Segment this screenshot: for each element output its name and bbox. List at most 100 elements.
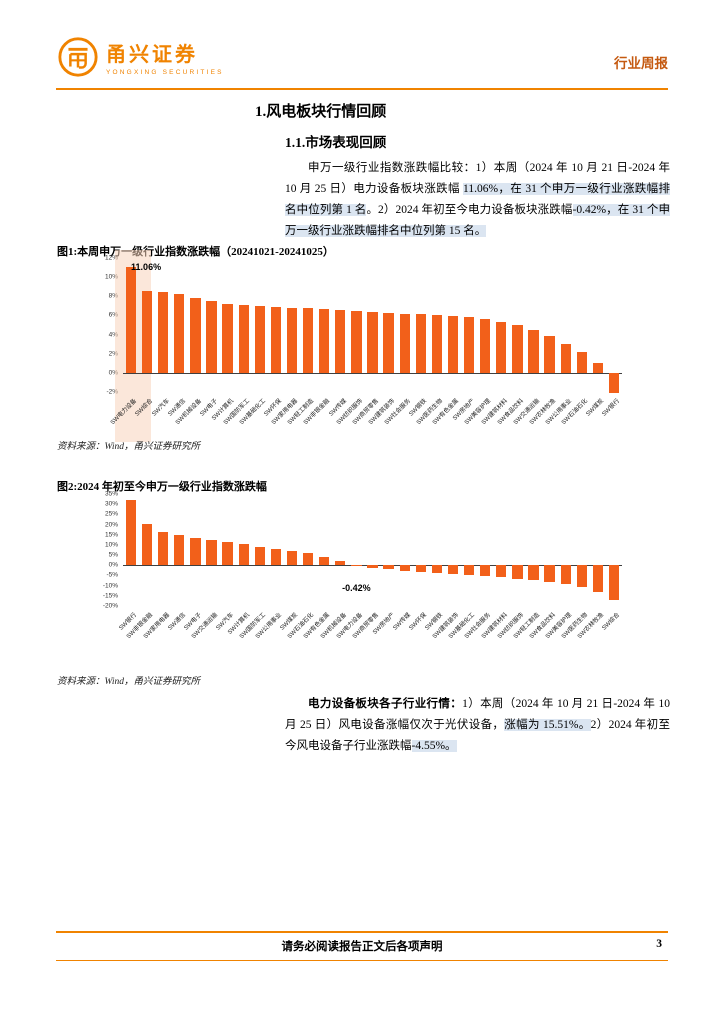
bar xyxy=(383,312,394,373)
bar xyxy=(496,322,507,373)
bar xyxy=(222,541,233,566)
bar xyxy=(528,565,539,580)
bar xyxy=(190,298,201,373)
bar xyxy=(480,565,491,577)
page-header: 甬兴证券 YONGXING SECURITIES 行业周报 xyxy=(57,36,668,84)
bar xyxy=(576,351,587,373)
bar xyxy=(351,310,362,373)
y-tick-label: 4% xyxy=(108,331,118,339)
bar xyxy=(431,315,443,373)
chart-y-axis: 12% 10% 8% 6% 4% 2% 0% -2% xyxy=(57,254,121,396)
bar xyxy=(351,565,362,567)
y-tick-label: 0% xyxy=(108,561,118,569)
chart-plot-area: SW电力设备 SW综合 SW汽车 SW通信 SW机械设备 SW电子 SW计算机 SW国防军工 S… xyxy=(110,250,622,442)
company-logo: 甬兴证券 YONGXING SECURITIES xyxy=(57,36,668,78)
y-tick-label: 10% xyxy=(104,541,118,549)
y-tick-label: 5% xyxy=(108,551,118,559)
y-tick-label: -10% xyxy=(102,582,118,590)
bar xyxy=(528,329,539,373)
bar xyxy=(335,561,346,566)
bar xyxy=(190,537,201,566)
bar xyxy=(125,500,137,566)
bar xyxy=(415,314,426,373)
y-tick-label: 15% xyxy=(104,531,118,539)
bar xyxy=(415,565,426,572)
y-tick-label: 30% xyxy=(104,500,118,508)
text-segment: 1）本周（2024 年 10 月 21 日-2024 年 10 月 25 日）风… xyxy=(285,698,670,731)
y-tick-label: 25% xyxy=(104,510,118,518)
bar xyxy=(512,325,523,373)
bar xyxy=(399,313,410,373)
bar xyxy=(319,557,330,566)
y-tick-label: 20% xyxy=(104,521,118,529)
bar xyxy=(608,372,620,393)
text-segment: 涨幅为 15.51%。 xyxy=(504,719,591,731)
y-tick-label: 8% xyxy=(108,292,118,300)
bar xyxy=(302,553,314,566)
bar xyxy=(592,565,603,592)
bar xyxy=(254,546,265,566)
bar xyxy=(286,307,298,373)
bar xyxy=(496,565,507,578)
bar xyxy=(399,565,410,571)
y-tick-label: -2% xyxy=(106,388,118,396)
bar xyxy=(254,305,265,373)
text-segment: -4.55%。 xyxy=(411,740,457,752)
y-tick-label: 0% xyxy=(108,369,118,377)
figure2-bar-chart: 35% 30% 25% 20% 15% 10% 5% 0% -5% -10% -15% -20% SW银… xyxy=(57,491,624,670)
bar xyxy=(270,548,282,566)
text-segment: 申万一级行业指数涨跌幅比较：1）本周（2024 年 10 月 21 日-2024… xyxy=(285,162,670,195)
bar xyxy=(560,565,571,584)
chart-y-axis: 35% 30% 25% 20% 15% 10% 5% 0% -5% -10% -15% -20% xyxy=(57,491,121,610)
y-tick-label: 10% xyxy=(104,273,118,281)
y-tick-label: -20% xyxy=(102,602,118,610)
bar xyxy=(447,565,459,575)
bar xyxy=(335,309,346,373)
bar xyxy=(222,303,233,373)
data-label-annotation: 11.06% xyxy=(131,262,162,273)
paragraph-market-review: 申万一级行业指数涨跌幅比较：1）本周（2024 年 10 月 21 日-2024… xyxy=(285,158,671,242)
zero-axis-line xyxy=(123,372,622,374)
logo-mark-icon xyxy=(58,37,98,77)
figure1-bar-chart: 12% 10% 8% 6% 4% 2% 0% -2% SW电力设备 SW综合 SW汽车 SW通信 SW机… xyxy=(57,250,624,442)
bar xyxy=(174,534,185,566)
page-footer: 请务必阅读报告正文后各项声明 3 xyxy=(56,931,668,961)
subsection-title: 1.1.市场表现回顾 xyxy=(285,135,387,150)
y-tick-label: -5% xyxy=(106,571,118,579)
bar xyxy=(544,336,555,373)
bar xyxy=(512,565,523,579)
bar xyxy=(544,565,555,582)
section-title: 1.风电板块行情回顾 xyxy=(255,104,387,120)
y-tick-label: 2% xyxy=(108,350,118,358)
bar xyxy=(367,311,378,373)
bar xyxy=(158,531,169,566)
figure1-caption: 图1:本周申万一级行业指数涨跌幅（20241021-20241025） xyxy=(57,246,334,258)
y-tick-label: 12% xyxy=(104,254,118,262)
logo-text-block: 甬兴证券 YONGXING SECURITIES xyxy=(106,38,224,76)
bar xyxy=(447,316,459,373)
text-segment: 。2）2024 年初至今电力设备板块涨跌幅 xyxy=(366,204,573,216)
bar xyxy=(238,543,249,566)
bar xyxy=(480,319,491,373)
bar xyxy=(206,539,217,566)
bar xyxy=(302,307,314,373)
bar xyxy=(158,292,169,373)
bar xyxy=(141,290,153,373)
footer-disclaimer: 请务必阅读报告正文后各项声明 xyxy=(281,941,443,953)
figure2-caption: 图2:2024 年初至今申万一级行业指数涨跌幅 xyxy=(57,481,267,493)
logo-company-name-en: YONGXING SECURITIES xyxy=(106,69,224,76)
bar xyxy=(141,523,153,566)
bar xyxy=(608,565,620,600)
figure1-source: 资料来源：Wind，甬兴证券研究所 xyxy=(57,442,201,452)
bar xyxy=(576,565,587,587)
bar xyxy=(206,301,217,373)
bar xyxy=(174,294,185,373)
header-divider xyxy=(56,88,668,90)
bar xyxy=(367,565,378,568)
bar xyxy=(319,308,330,373)
bar xyxy=(560,344,571,373)
bar xyxy=(592,363,603,373)
bar xyxy=(125,266,137,373)
figure2-source: 资料来源：Wind，甬兴证券研究所 xyxy=(57,677,201,687)
